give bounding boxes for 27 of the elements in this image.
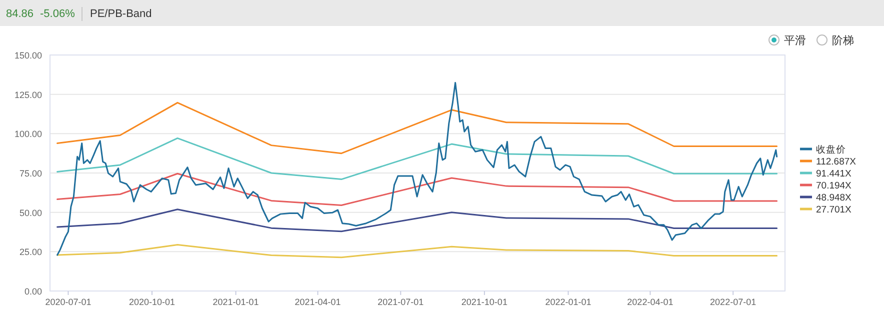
y-tick-label: 125.00 [14, 90, 42, 100]
legend-label: 27.701X [816, 204, 852, 216]
y-tick-label: 25.00 [19, 247, 42, 258]
x-tick-label: 2021-07-01 [378, 297, 424, 307]
x-tick-label: 2022-07-01 [710, 297, 756, 307]
x-tick-label: 2021-04-01 [294, 297, 341, 307]
y-tick-label: 75.00 [19, 168, 42, 178]
text: 阶梯 [832, 35, 854, 47]
y-tick-label: 150.00 [14, 50, 42, 60]
x-tick-label: 2022-01-01 [545, 297, 592, 307]
y-tick-label: 0.00 [24, 286, 42, 296]
legend-label: 112.687X [816, 156, 857, 168]
x-tick-label: 2020-10-01 [128, 297, 176, 307]
x-tick-label: 2022-04-01 [627, 297, 674, 307]
chart-title: PE/PB-Band [90, 8, 152, 20]
x-tick-label: 2020-07-01 [45, 297, 92, 307]
text: 84.86 [6, 8, 34, 20]
legend-label: 70.194X [816, 180, 852, 192]
y-tick-label: 100.00 [14, 129, 42, 140]
legend-label: 91.441X [816, 168, 852, 180]
x-tick-label: 2021-01-01 [212, 297, 259, 307]
x-tick-label: 2021-10-01 [461, 297, 508, 307]
text: -5.06% [40, 8, 76, 20]
text: 平滑 [784, 35, 806, 47]
legend-label: 48.948X [816, 192, 852, 204]
legend-label: 收盘价 [816, 144, 846, 156]
y-tick-label: 50.00 [19, 208, 42, 218]
